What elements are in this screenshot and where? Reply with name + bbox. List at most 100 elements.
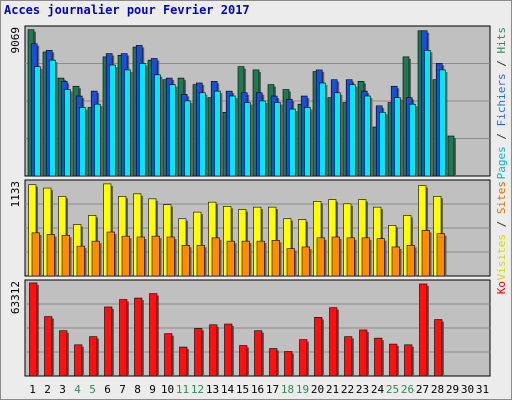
x-tick-label-day-24: 24 xyxy=(371,383,385,396)
bar-ko-day-18 xyxy=(284,351,293,377)
bar-pages-day-13 xyxy=(214,90,221,177)
bar-ko-day-6 xyxy=(104,306,113,377)
panel-pages-fichiers-hits-ymax-label: 9069 xyxy=(9,27,22,54)
bar-pages-day-20 xyxy=(319,82,326,177)
bar-ko-day-17 xyxy=(269,348,278,377)
bar-ko-day-22 xyxy=(344,336,353,377)
bar-ko-day-28 xyxy=(434,319,443,377)
x-tick-label-day-1: 1 xyxy=(29,383,36,396)
bar-pages-day-27 xyxy=(424,50,431,177)
bar-ko-day-13 xyxy=(209,324,218,377)
bar-ko-day-7 xyxy=(119,299,128,377)
x-tick-label-day-13: 13 xyxy=(206,383,219,396)
bar-sites-day-5 xyxy=(91,240,100,277)
bar-ko-day-25 xyxy=(389,343,398,377)
bar-sites-day-2 xyxy=(46,234,55,277)
bar-pages-day-25 xyxy=(394,97,401,177)
bar-sites-day-20 xyxy=(316,237,325,277)
panel-visites-sites-ymax-label: 1133 xyxy=(9,181,22,208)
x-tick-label-day-9: 9 xyxy=(149,383,156,396)
x-tick-label-day-20: 20 xyxy=(311,383,324,396)
bar-sites-day-24 xyxy=(376,238,385,277)
bar-sites-day-25 xyxy=(391,246,400,277)
legend-visites-sites-part-2: Sites xyxy=(495,181,508,214)
x-tick-label-day-11: 11 xyxy=(176,383,189,396)
bar-sites-day-26 xyxy=(406,245,415,277)
x-tick-label-day-10: 10 xyxy=(161,383,174,396)
x-tick-label-day-22: 22 xyxy=(341,383,354,396)
bar-sites-day-16 xyxy=(256,240,265,277)
bar-ko-day-14 xyxy=(224,323,233,377)
bar-sites-day-27 xyxy=(421,230,430,277)
bar-ko-day-26 xyxy=(404,344,413,377)
bar-ko-day-1 xyxy=(29,282,38,377)
x-tick-label-day-21: 21 xyxy=(326,383,339,396)
x-tick-label-day-30: 30 xyxy=(461,383,474,396)
bar-ko-day-9 xyxy=(149,293,158,377)
bar-ko-day-24 xyxy=(374,337,383,377)
bar-pages-day-5 xyxy=(94,103,101,177)
bar-sites-day-15 xyxy=(241,240,250,277)
x-tick-label-day-5: 5 xyxy=(89,383,96,396)
panel-pages-fichiers-hits-legend: Pages / Fichiers / Hits xyxy=(495,27,508,179)
bar-pages-day-24 xyxy=(379,112,386,177)
x-tick-label-day-17: 17 xyxy=(266,383,279,396)
x-tick-label-day-23: 23 xyxy=(356,383,369,396)
bar-pages-day-3 xyxy=(64,89,71,177)
x-tick-label-day-25: 25 xyxy=(386,383,399,396)
bar-ko-day-16 xyxy=(254,330,263,377)
bar-pages-day-17 xyxy=(274,102,281,177)
bar-pages-day-6 xyxy=(109,64,116,177)
panel-visites-sites-legend: Visites / Sites xyxy=(495,181,508,280)
legend-pages-fichiers-hits-part-1: / xyxy=(495,126,508,146)
bar-ko-day-11 xyxy=(179,346,188,377)
bar-sites-day-22 xyxy=(346,237,355,277)
bar-ko-day-23 xyxy=(359,329,368,377)
bar-sites-day-8 xyxy=(136,236,145,277)
x-tick-label-day-12: 12 xyxy=(191,383,204,396)
x-tick-label-day-3: 3 xyxy=(59,383,66,396)
legend-visites-sites-part-1: / xyxy=(495,214,508,234)
x-tick-label-day-19: 19 xyxy=(296,383,309,396)
bar-pages-day-15 xyxy=(244,102,251,177)
bar-ko-day-4 xyxy=(74,344,83,377)
bar-ko-day-2 xyxy=(44,316,53,377)
bar-pages-day-12 xyxy=(199,92,206,177)
bar-ko-day-5 xyxy=(89,336,98,377)
bar-sites-day-13 xyxy=(211,237,220,277)
panel-ko-ymax-label: 63312 xyxy=(9,281,22,314)
bar-pages-day-16 xyxy=(259,100,266,177)
legend-pages-fichiers-hits-part-2: Fichiers xyxy=(495,73,508,126)
chart-title: Acces journalier pour Fevrier 2017 xyxy=(4,3,250,17)
bar-ko-day-27 xyxy=(419,283,428,377)
bar-sites-day-7 xyxy=(121,235,130,277)
bar-sites-day-3 xyxy=(61,235,70,277)
x-tick-label-day-28: 28 xyxy=(431,383,444,396)
legend-pages-fichiers-hits-part-0: Pages xyxy=(495,146,508,179)
bar-sites-day-21 xyxy=(331,236,340,277)
x-tick-label-day-14: 14 xyxy=(221,383,235,396)
x-tick-label-day-18: 18 xyxy=(281,383,294,396)
x-tick-label-day-27: 27 xyxy=(416,383,429,396)
bar-ko-day-3 xyxy=(59,330,68,377)
x-tick-label-day-15: 15 xyxy=(236,383,249,396)
bar-ko-day-15 xyxy=(239,345,248,377)
bar-sites-day-14 xyxy=(226,240,235,277)
bar-sites-day-1 xyxy=(31,232,40,277)
legend-pages-fichiers-hits-part-4: Hits xyxy=(495,27,508,54)
bar-pages-day-28 xyxy=(439,69,446,177)
bar-sites-day-19 xyxy=(301,246,310,277)
legend-pages-fichiers-hits-part-3: / xyxy=(495,54,508,74)
x-tick-label-day-31: 31 xyxy=(476,383,489,396)
bar-sites-day-12 xyxy=(196,245,205,277)
bar-pages-day-19 xyxy=(304,107,311,177)
x-tick-label-day-7: 7 xyxy=(119,383,126,396)
x-tick-label-day-29: 29 xyxy=(446,383,459,396)
bar-sites-day-18 xyxy=(286,248,295,277)
legend-ko-part-0: Ko xyxy=(495,281,508,294)
x-tick-label-day-2: 2 xyxy=(44,383,51,396)
bar-ko-day-19 xyxy=(299,339,308,377)
bar-ko-day-21 xyxy=(329,307,338,377)
bar-sites-day-28 xyxy=(436,233,445,277)
bar-sites-day-6 xyxy=(106,231,115,277)
